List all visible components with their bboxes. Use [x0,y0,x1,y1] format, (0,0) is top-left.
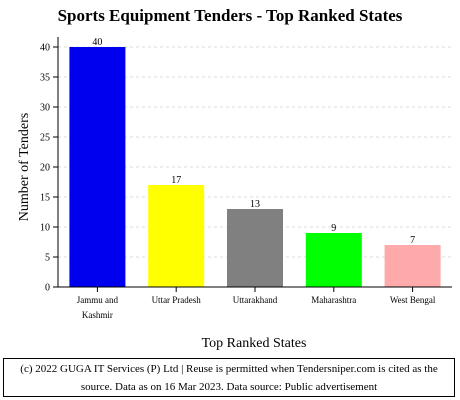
y-tick-label: 5 [45,253,50,264]
y-tick-label: 0 [45,283,50,294]
x-tick-label: Kashmir [82,310,113,320]
y-tick-label: 25 [40,133,50,144]
data-label: 40 [92,37,102,48]
y-ticks: 0 5 10 15 20 25 30 35 40 [40,43,58,294]
footer-line-1: (c) 2022 GUGA IT Services (P) Ltd | Reus… [20,363,438,375]
y-tick-label: 35 [40,73,50,84]
y-tick-label: 20 [40,163,50,174]
bar [384,245,441,287]
bar-chart: 40 17 13 9 7 0 5 10 15 20 25 30 35 40 Jammu and Kashm… [17,37,452,351]
bar [148,185,205,287]
x-axis-title: Top Ranked States [202,336,307,351]
footer-notice: (c) 2022 GUGA IT Services (P) Ltd | Reus… [3,358,455,397]
bars: 40 17 13 9 7 [69,37,441,287]
data-label: 13 [250,199,260,210]
y-tick-label: 15 [40,193,50,204]
bar [69,47,126,287]
y-tick-label: 30 [40,103,50,114]
bar [305,233,362,287]
x-tick-label: Jammu and [77,295,119,305]
x-tick-label: West Bengal [390,295,436,305]
x-ticks: Jammu and Kashmir Uttar Pradesh Uttarakhand… [77,287,436,320]
x-tick-label: Uttarakhand [233,295,278,305]
y-axis-title: Number of Tenders [17,113,32,221]
x-tick-label: Uttar Pradesh [152,295,202,305]
x-tick-label: Maharashtra [311,295,356,305]
bar [227,209,283,287]
footer-line-2: source. Data as on 16 Mar 2023. Data sou… [80,381,378,393]
data-label: 7 [410,235,415,246]
data-label: 17 [171,175,181,186]
chart-title: Sports Equipment Tenders - Top Ranked St… [57,6,403,25]
y-tick-label: 10 [40,223,50,234]
data-label: 9 [331,223,336,234]
y-tick-label: 40 [40,43,50,54]
